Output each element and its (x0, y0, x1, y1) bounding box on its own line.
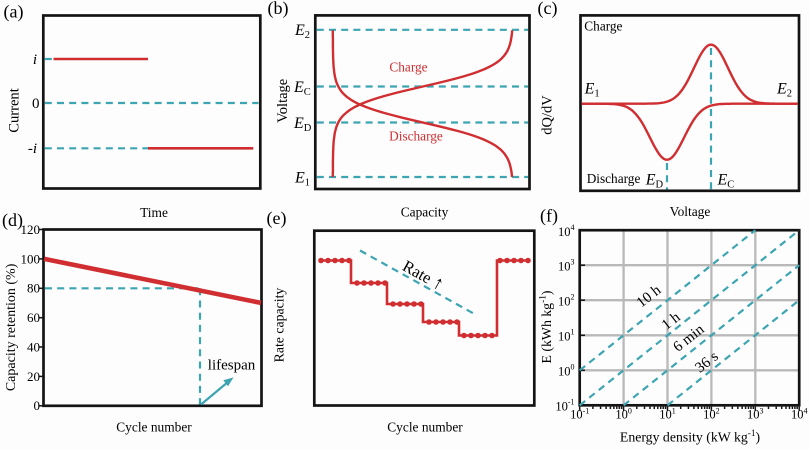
svg-text:-i: -i (28, 141, 37, 157)
svg-text:Time: Time (140, 205, 168, 220)
svg-text:i: i (33, 52, 37, 68)
svg-text:0: 0 (34, 398, 41, 413)
svg-text:60: 60 (27, 310, 40, 325)
svg-text:(d): (d) (2, 210, 23, 231)
svg-text:100: 100 (21, 251, 41, 266)
svg-text:Cycle number: Cycle number (387, 420, 463, 435)
svg-text:Discharge: Discharge (587, 171, 641, 186)
svg-text:lifespan: lifespan (208, 358, 256, 374)
svg-text:100: 100 (615, 406, 632, 421)
svg-text:103: 103 (747, 406, 764, 421)
svg-text:120: 120 (21, 222, 41, 237)
svg-text:102: 102 (703, 406, 720, 421)
svg-text:0: 0 (32, 96, 40, 112)
svg-text:101: 101 (659, 406, 676, 421)
svg-text:(a): (a) (4, 1, 24, 22)
svg-text:104: 104 (791, 406, 808, 421)
svg-text:40: 40 (27, 339, 40, 354)
svg-text:Cycle number: Cycle number (116, 420, 192, 435)
svg-text:80: 80 (27, 281, 40, 296)
svg-text:(e): (e) (267, 208, 287, 229)
svg-text:104: 104 (558, 223, 575, 239)
svg-text:(c): (c) (538, 0, 558, 19)
svg-text:(b): (b) (268, 0, 289, 19)
svg-text:Charge: Charge (389, 60, 427, 75)
svg-text:(f): (f) (540, 206, 558, 227)
svg-text:Energy density (kW kg-1): Energy density (kW kg-1) (620, 429, 760, 446)
svg-text:101: 101 (558, 328, 575, 344)
svg-text:Voltage: Voltage (275, 79, 291, 123)
svg-text:20: 20 (27, 369, 40, 384)
svg-text:Discharge: Discharge (389, 129, 443, 144)
svg-text:Voltage: Voltage (670, 204, 711, 219)
svg-text:Charge: Charge (584, 18, 622, 33)
svg-text:100: 100 (558, 363, 575, 379)
svg-text:Current: Current (6, 88, 22, 133)
svg-text:dQ/dV: dQ/dV (540, 95, 556, 135)
svg-text:Capacity: Capacity (401, 205, 449, 220)
svg-text:103: 103 (558, 258, 575, 274)
svg-text:Rate capacity: Rate capacity (272, 288, 287, 363)
svg-text:Capacity retention (%): Capacity retention (%) (4, 263, 19, 391)
svg-text:E (kWh kg-1): E (kWh kg-1) (539, 291, 556, 364)
svg-text:102: 102 (558, 293, 575, 309)
